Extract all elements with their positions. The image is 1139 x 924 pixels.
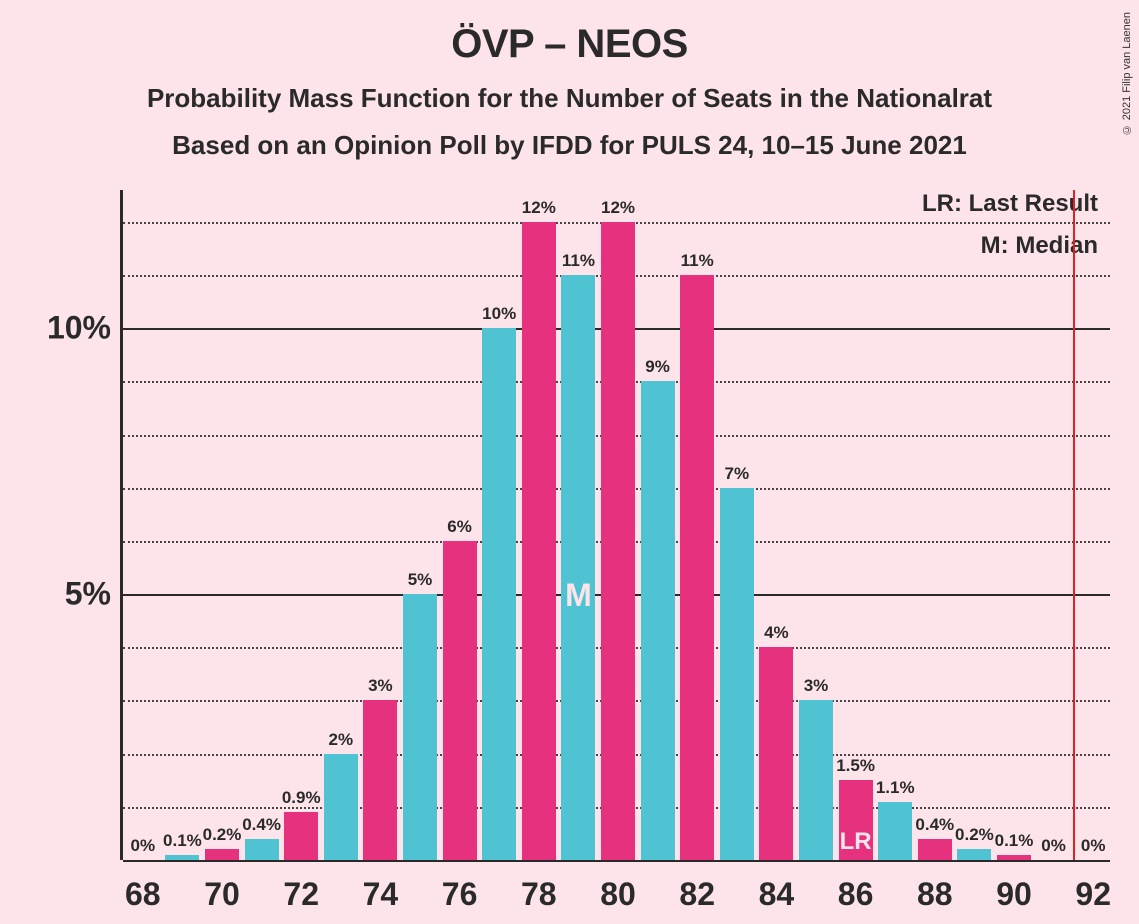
bar: 3% xyxy=(363,700,397,860)
bar-value-label: 0.2% xyxy=(203,825,242,845)
x-axis-tick-label: 72 xyxy=(283,876,319,913)
chart-plot-area: LR: Last Result M: Median 5%10%0%0.1%0.2… xyxy=(120,190,1110,860)
bar-value-label: 11% xyxy=(562,251,595,271)
bars-container: 0%0.1%0.2%0.4%0.9%2%3%5%6%10%12%11%M12%9… xyxy=(123,190,1110,860)
y-axis-tick-label: 10% xyxy=(47,310,111,347)
bar-value-label: 3% xyxy=(804,676,829,696)
x-axis-tick-label: 84 xyxy=(759,876,795,913)
bar-value-label: 5% xyxy=(408,570,433,590)
x-axis-tick-label: 80 xyxy=(600,876,636,913)
bar-value-label: 0.2% xyxy=(955,825,994,845)
x-axis-tick-label: 74 xyxy=(363,876,399,913)
bar: 0.2% xyxy=(957,849,991,860)
bar-value-label: 10% xyxy=(482,304,516,324)
bar-value-label: 12% xyxy=(522,198,556,218)
x-axis-tick-label: 90 xyxy=(996,876,1032,913)
bar: 0.1% xyxy=(165,855,199,860)
x-axis-tick-label: 92 xyxy=(1075,876,1111,913)
bar: 11% xyxy=(680,275,714,860)
bar-value-label: 12% xyxy=(601,198,635,218)
x-axis-tick-label: 88 xyxy=(917,876,953,913)
bar-value-label: 6% xyxy=(447,517,472,537)
y-axis-tick-label: 5% xyxy=(65,576,111,613)
bar: 1.1% xyxy=(878,802,912,860)
bar-value-label: 4% xyxy=(764,623,789,643)
chart-title: ÖVP – NEOS xyxy=(0,22,1139,67)
bar: 0.9% xyxy=(284,812,318,860)
bar: 0.1% xyxy=(997,855,1031,860)
bar-value-label: 0.1% xyxy=(995,831,1034,851)
bar-value-label: 9% xyxy=(645,357,670,377)
bar: 9% xyxy=(641,381,675,860)
median-marker: M xyxy=(565,577,592,614)
gridline-major xyxy=(123,860,1110,862)
copyright-label: © 2021 Filip van Laenen xyxy=(1121,12,1133,135)
bar: 12% xyxy=(522,222,556,860)
x-axis-tick-label: 78 xyxy=(521,876,557,913)
x-axis-tick-label: 68 xyxy=(125,876,161,913)
bar-value-label: 1.5% xyxy=(836,756,875,776)
bar: 4% xyxy=(759,647,793,860)
bar: 7% xyxy=(720,488,754,860)
bar-value-label: 0.4% xyxy=(915,815,954,835)
last-result-marker: LR xyxy=(840,828,872,856)
bar: 6% xyxy=(443,541,477,860)
bar-value-label: 2% xyxy=(329,730,354,750)
bar-value-label: 0.1% xyxy=(163,831,202,851)
x-axis-tick-label: 76 xyxy=(442,876,478,913)
bar-value-label: 3% xyxy=(368,676,393,696)
bar: 12% xyxy=(601,222,635,860)
bar-value-label: 0.9% xyxy=(282,788,321,808)
bar: 11%M xyxy=(561,275,595,860)
bar-value-label: 7% xyxy=(725,464,750,484)
bar-value-label: 1.1% xyxy=(876,778,915,798)
x-axis-tick-label: 86 xyxy=(838,876,874,913)
chart-subtitle-2: Based on an Opinion Poll by IFDD for PUL… xyxy=(0,130,1139,161)
bar-value-label: 0% xyxy=(1081,836,1106,856)
bar: 3% xyxy=(799,700,833,860)
bar-value-label: 0.4% xyxy=(242,815,281,835)
chart-subtitle-1: Probability Mass Function for the Number… xyxy=(0,83,1139,114)
bar: 0.4% xyxy=(918,839,952,860)
bar: 2% xyxy=(324,754,358,860)
bar: 5% xyxy=(403,594,437,860)
bar: 0.4% xyxy=(245,839,279,860)
title-block: ÖVP – NEOS Probability Mass Function for… xyxy=(0,0,1139,161)
x-axis-tick-label: 70 xyxy=(204,876,240,913)
bar-value-label: 0% xyxy=(1041,836,1066,856)
bar-value-label: 0% xyxy=(131,836,156,856)
x-axis-tick-label: 82 xyxy=(679,876,715,913)
bar: 0.2% xyxy=(205,849,239,860)
bar: 10% xyxy=(482,328,516,860)
bar-value-label: 11% xyxy=(681,251,714,271)
bar: 1.5%LR xyxy=(839,780,873,860)
